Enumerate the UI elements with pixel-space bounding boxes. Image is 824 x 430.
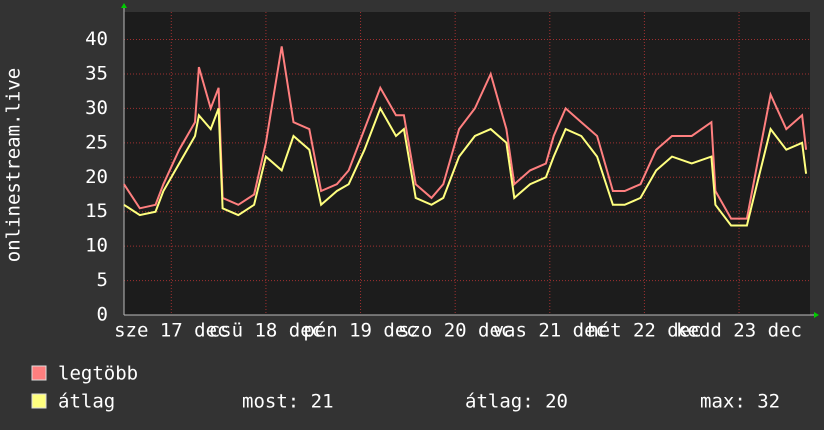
legend-label: legtöbb (58, 363, 138, 385)
x-tick-label: pén 19 dec (303, 320, 417, 342)
y-tick-label: 35 (85, 62, 108, 84)
axis-arrow (814, 312, 819, 318)
y-tick-label: 20 (85, 166, 108, 188)
plot-area (124, 12, 810, 315)
stat: átlag: 20 (465, 391, 568, 413)
legend-label: átlag (58, 391, 115, 413)
y-tick-label: 15 (85, 200, 108, 222)
axis-arrow (121, 3, 127, 8)
x-tick-label: vas 21 dec (493, 320, 607, 342)
stat: most: 21 (242, 391, 334, 413)
y-tick-label: 10 (85, 235, 108, 257)
legend-swatch (31, 365, 47, 381)
legend-swatch (31, 393, 47, 409)
y-axis-label: onlinestream.live (3, 68, 25, 262)
stat: max: 32 (700, 391, 780, 413)
x-tick-label: sze 17 dec (114, 320, 228, 342)
series-line (123, 106, 808, 227)
y-tick-label: 40 (85, 28, 108, 50)
y-tick-label: 30 (85, 97, 108, 119)
x-tick-label: kedd 23 dec (676, 320, 802, 342)
x-tick-label: szo 20 dec (398, 320, 512, 342)
y-tick-label: 5 (97, 269, 108, 291)
y-tick-label: 25 (85, 131, 108, 153)
x-tick-label: hét 22 dec (587, 320, 701, 342)
x-tick-label: csü 18 dec (209, 320, 323, 342)
y-tick-label: 0 (97, 304, 108, 326)
